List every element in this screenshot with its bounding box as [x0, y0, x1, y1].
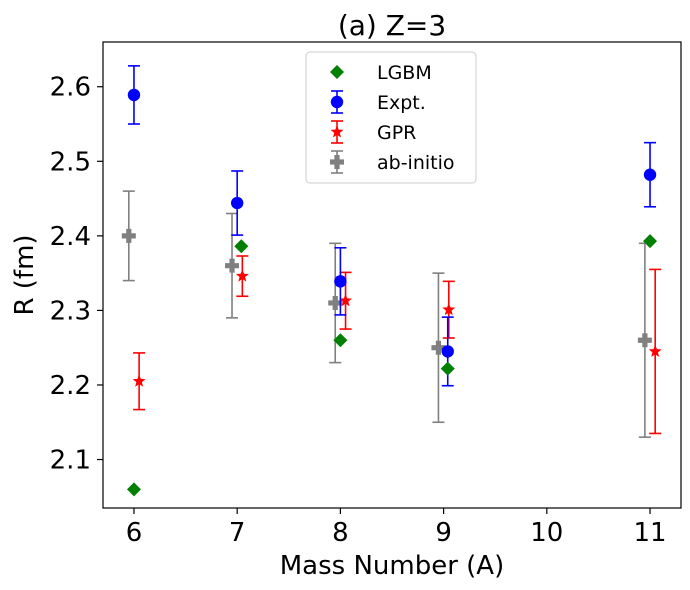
data-point: [637, 333, 652, 348]
data-point: [442, 302, 456, 316]
data-point: [648, 344, 662, 357]
data-point: [441, 345, 454, 358]
x-tick-label: 10: [530, 518, 563, 548]
data-point: [225, 258, 240, 273]
x-axis: 6 7 8 9 10 11: [126, 508, 667, 548]
legend-label: ab-initio: [377, 152, 455, 174]
legend-item: LGBM: [330, 62, 432, 84]
legend-item: Expt.: [330, 90, 426, 114]
data-point: [132, 374, 146, 387]
legend-label: Expt.: [377, 92, 426, 114]
x-tick-label: 8: [332, 518, 349, 548]
legend-label: GPR: [377, 122, 416, 144]
data-point: [339, 293, 353, 307]
y-tick-label: 2.3: [50, 296, 91, 326]
y-tick-label: 2.4: [50, 222, 91, 252]
data-point: [328, 295, 343, 310]
legend-box: [305, 51, 477, 184]
legend-marker: [330, 65, 344, 79]
legend-marker: [330, 95, 344, 109]
data-point: [121, 228, 136, 243]
y-tick-label: 2.2: [50, 371, 91, 401]
x-tick-label: 11: [633, 518, 666, 548]
x-tick-label: 6: [126, 518, 143, 548]
data-point: [127, 88, 141, 102]
y-tick-label: 2.6: [50, 73, 91, 103]
y-tick-label: 2.1: [50, 446, 91, 476]
plot-frame: [102, 41, 682, 509]
data-point: [440, 361, 455, 376]
y-axis-label: R (fm): [10, 234, 40, 315]
data-point: [643, 168, 657, 181]
legend-marker: [330, 155, 344, 169]
legend: LGBM Expt. GPR ab-initio: [305, 51, 477, 184]
data-point: [235, 269, 249, 282]
legend-label: LGBM: [377, 62, 432, 84]
x-axis-label: Mass Number (A): [280, 551, 505, 581]
data-point: [333, 333, 348, 348]
series-ab-initio: [121, 190, 652, 438]
series-lgbm: [126, 234, 658, 497]
data-point: [230, 196, 244, 210]
data-point: [643, 234, 658, 249]
plot-area: [121, 65, 662, 497]
x-tick-label: 7: [229, 518, 246, 548]
legend-item: ab-initio: [330, 150, 455, 174]
y-tick-label: 2.5: [50, 147, 91, 177]
data-point: [234, 239, 249, 254]
data-point: [334, 275, 347, 288]
series-gpr: [132, 255, 662, 435]
chart-title: (a) Z=3: [338, 9, 446, 42]
legend-item: GPR: [330, 120, 416, 144]
data-point: [126, 482, 141, 497]
legend-marker: [330, 125, 344, 138]
x-tick-label: 9: [435, 518, 452, 548]
y-axis: 2.1 2.2 2.3 2.4 2.5 2.6: [50, 73, 103, 476]
data-point: [431, 340, 446, 355]
